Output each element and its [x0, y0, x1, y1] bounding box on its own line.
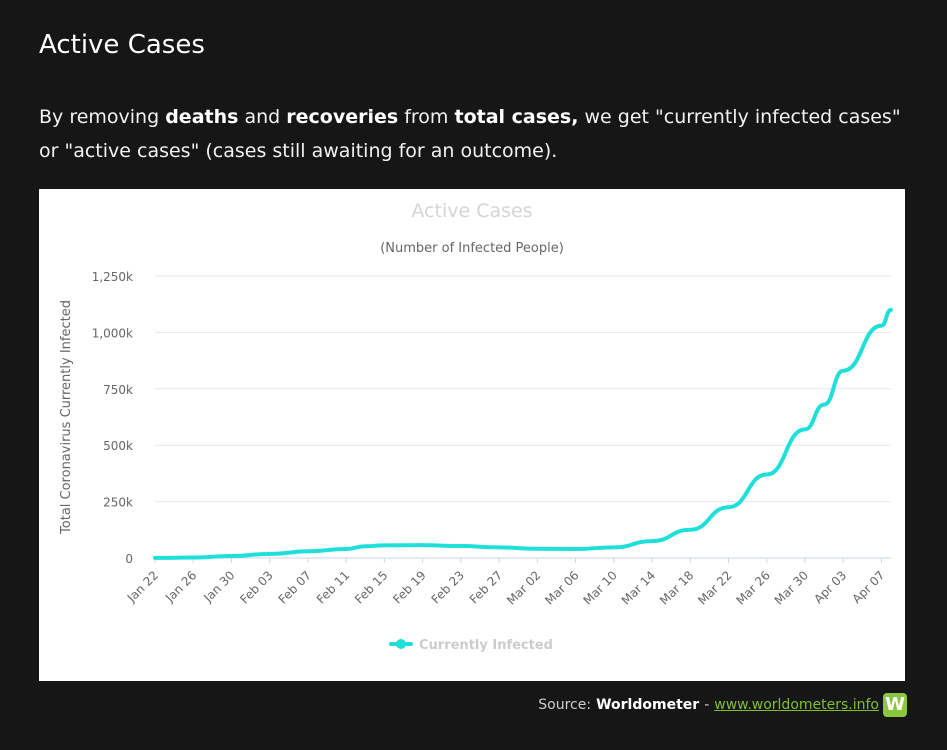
active-cases-chart: Active Cases (Number of Infected People) 0… [59, 200, 893, 653]
x-tick-label: Mar 06 [542, 568, 581, 607]
data-point [365, 546, 366, 547]
page-heading: Active Cases [39, 30, 205, 60]
data-point [193, 557, 194, 558]
data-point [231, 555, 232, 556]
data-point [499, 547, 500, 548]
data-point [613, 547, 614, 548]
data-point [766, 474, 767, 475]
data-point [422, 545, 423, 546]
data-point [804, 429, 805, 430]
source-label: Source: [538, 697, 592, 713]
chart-subtitle: (Number of Infected People) [380, 241, 564, 256]
data-point [307, 551, 308, 552]
x-tick-label: Apr 03 [811, 568, 849, 606]
intro-text-1: By removing [39, 106, 166, 128]
data-point [843, 370, 844, 371]
data-point [652, 541, 653, 542]
data-point [728, 507, 729, 508]
x-tick-label: Feb 19 [390, 568, 428, 606]
x-tick-label: Feb 03 [237, 568, 275, 606]
data-point [891, 309, 892, 310]
data-point [460, 546, 461, 547]
x-tick-label: Jan 26 [162, 568, 199, 605]
data-point [824, 404, 825, 405]
x-tick-label: Mar 10 [581, 568, 620, 607]
x-tick-label: Jan 22 [124, 568, 161, 605]
data-point [575, 548, 576, 549]
y-tick-label: 500k [103, 439, 133, 453]
series-line-currently-infected [153, 307, 893, 560]
x-tick-label: Feb 27 [467, 568, 505, 606]
x-tick-label: Feb 07 [276, 568, 314, 606]
intro-text-2: and [238, 106, 287, 128]
intro-text-4: we get "currently infected cases" or "ac… [39, 106, 901, 162]
x-tick-label: Feb 23 [429, 568, 467, 606]
y-tick-label: 1,000k [92, 326, 133, 340]
y-tick-label: 1,250k [92, 270, 133, 284]
intro-paragraph: By removing deaths and recoveries from t… [39, 100, 919, 168]
intro-bold-total-cases: total cases, [454, 106, 579, 128]
x-tick-label: Mar 22 [695, 568, 734, 607]
x-tick-label: Apr 07 [849, 568, 887, 606]
data-point [881, 325, 882, 326]
intro-bold-recoveries: recoveries [286, 106, 399, 128]
chart-container: Active Cases (Number of Infected People) 0… [39, 189, 905, 681]
data-point [384, 545, 385, 546]
x-tick-label: Mar 18 [657, 568, 696, 607]
legend-item-currently-infected: Currently Infected [419, 638, 553, 653]
x-tick-label: Mar 14 [619, 568, 658, 607]
y-tick-label: 250k [103, 496, 133, 510]
chart-title: Active Cases [411, 200, 532, 222]
source-brand: Worldometer [596, 697, 700, 713]
intro-bold-deaths: deaths [165, 106, 239, 128]
x-tick-label: Mar 30 [772, 568, 811, 607]
worldometer-logo-icon[interactable]: W [883, 693, 907, 717]
data-point [690, 529, 691, 530]
source-line: Source: Worldometer - www.worldometers.i… [538, 692, 907, 718]
data-point [346, 548, 347, 549]
source-link[interactable]: www.worldometers.info [714, 697, 879, 713]
x-tick-label: Feb 15 [352, 568, 390, 606]
data-point [537, 548, 538, 549]
x-tick-label: Mar 02 [504, 568, 543, 607]
y-tick-label: 0 [125, 552, 133, 566]
source-separator: - [704, 697, 710, 713]
legend-marker-icon [396, 639, 406, 649]
intro-text-3: from [398, 106, 455, 128]
y-tick-label: 750k [103, 383, 133, 397]
y-axis-label: Total Coronavirus Currently Infected [59, 300, 74, 535]
data-point [269, 553, 270, 554]
data-point [155, 557, 156, 558]
x-tick-label: Jan 30 [200, 568, 237, 605]
x-tick-label: Feb 11 [314, 568, 352, 606]
x-tick-label: Mar 26 [733, 568, 772, 607]
